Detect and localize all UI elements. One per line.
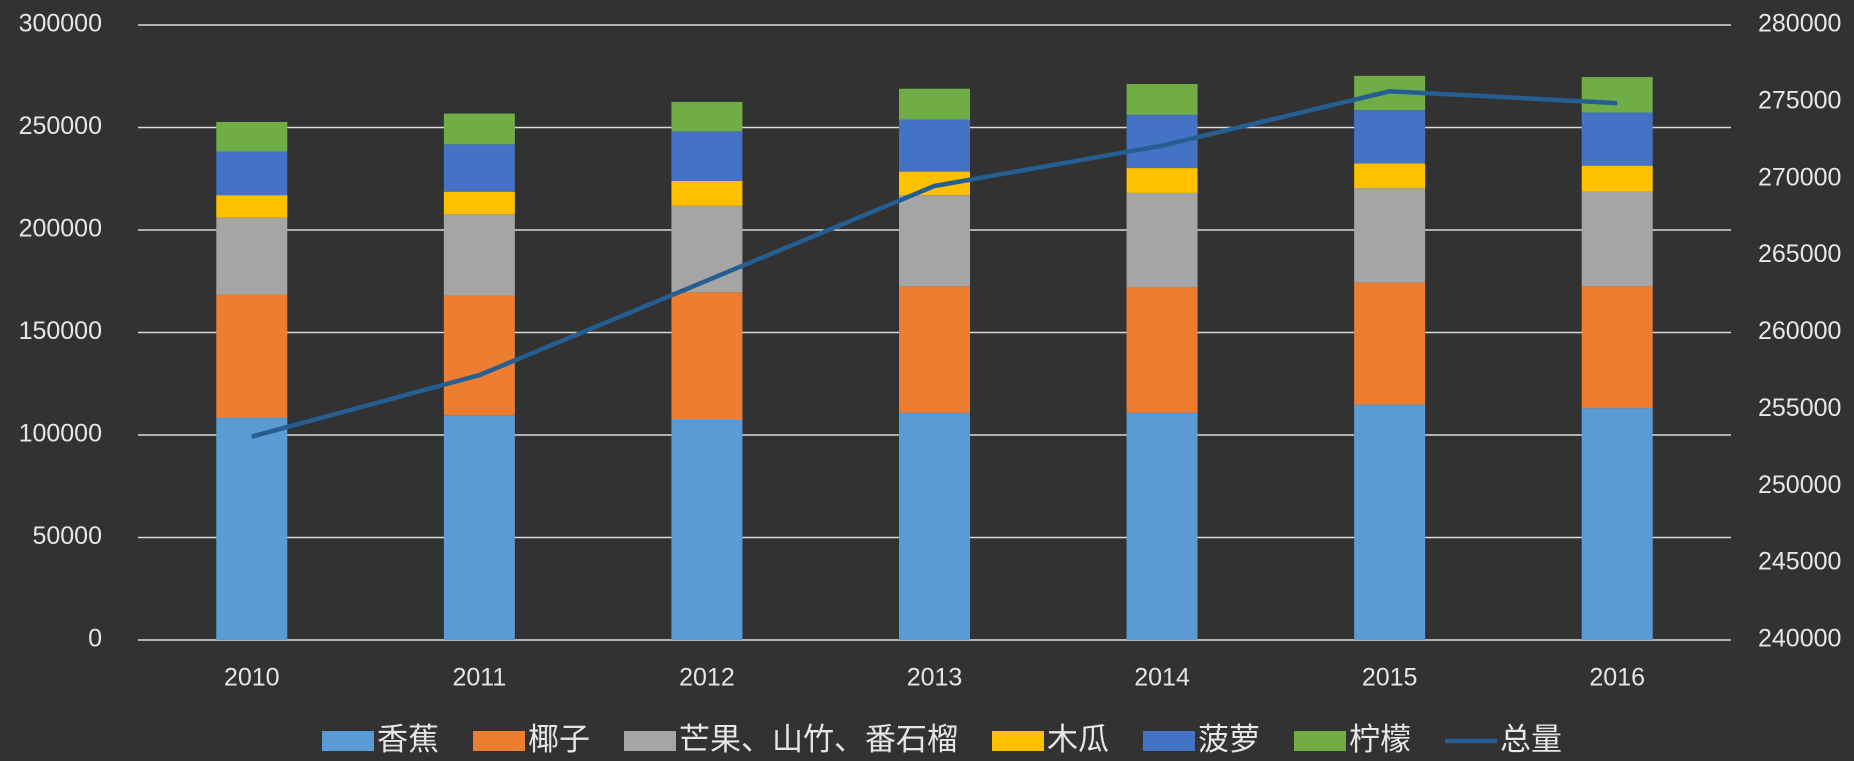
bar-segment [1581, 286, 1653, 409]
legend-swatch [624, 731, 676, 751]
bar-segment [1126, 168, 1198, 193]
bar-segment [1126, 412, 1198, 640]
x-tick-label: 2014 [1134, 664, 1190, 692]
bar-segment [443, 191, 515, 215]
y2-tick-label: 260000 [1758, 317, 1841, 345]
bar-segment [899, 88, 970, 120]
bar-segment [671, 131, 743, 182]
y2-tick-label: 245000 [1758, 548, 1841, 576]
bar-segment [1581, 112, 1653, 166]
bar-segment [1581, 77, 1653, 113]
bar-segment [1126, 287, 1198, 413]
bar-segment [671, 292, 743, 421]
legend-label: 总量 [1500, 722, 1562, 757]
y2-tick-label: 240000 [1758, 625, 1841, 653]
bar-segment [216, 151, 288, 196]
bar-segment [899, 286, 970, 413]
bar-segment [1354, 188, 1426, 283]
bar-segment [671, 420, 743, 640]
legend-swatch [1294, 731, 1346, 751]
bar-segment [1581, 165, 1653, 192]
y-tick-label: 300000 [19, 10, 102, 38]
legend-label: 菠萝 [1198, 722, 1260, 757]
bar-segment [1126, 192, 1198, 288]
bar-segment [1126, 84, 1198, 115]
y-tick-label: 100000 [19, 420, 102, 448]
bar-segment [899, 171, 970, 196]
bar-segment [1354, 282, 1426, 405]
y-tick-label: 150000 [19, 317, 102, 345]
bar-segment [899, 195, 970, 287]
y-tick-label: 50000 [32, 522, 102, 550]
y-tick-label: 0 [88, 625, 102, 653]
legend-swatch [1143, 731, 1195, 751]
y-tick-label: 200000 [19, 215, 102, 243]
bar-segment [443, 295, 515, 416]
bar-segment [671, 181, 743, 206]
bar-segment [216, 294, 288, 418]
legend: 香蕉 椰子 芒果、山竹、番石榴 木瓜 菠萝 柠檬 总量 [322, 722, 1562, 757]
bar-segment [443, 415, 515, 640]
bar-segment [443, 144, 515, 192]
legend-label: 椰子 [528, 722, 590, 757]
bar-segment [216, 121, 288, 152]
y2-tick-label: 250000 [1758, 471, 1841, 499]
bar-segment [1581, 408, 1653, 640]
y2-tick-label: 275000 [1758, 86, 1841, 114]
bar-segment [899, 412, 970, 640]
bar-segment [1354, 110, 1426, 164]
y-tick-label: 250000 [19, 112, 102, 140]
bar-segment [671, 205, 743, 293]
legend-swatch [322, 731, 374, 751]
bar-segment [671, 101, 743, 132]
x-tick-label: 2012 [679, 664, 735, 692]
legend-label: 香蕉 [377, 722, 439, 757]
x-tick-label: 2011 [452, 664, 506, 692]
bar-segment [443, 214, 515, 296]
line [251, 89, 1618, 439]
bar-segment [216, 217, 288, 295]
bar-segment [443, 113, 515, 145]
x-tick-label: 2010 [224, 664, 280, 692]
x-tick-label: 2015 [1362, 664, 1418, 692]
legend-label: 柠檬 [1349, 722, 1411, 757]
legend-swatch [473, 731, 525, 751]
x-tick-label: 2013 [907, 664, 963, 692]
y2-tick-label: 270000 [1758, 163, 1841, 191]
bar-segment [216, 417, 288, 640]
y2-tick-label: 280000 [1758, 10, 1841, 38]
y2-tick-label: 255000 [1758, 394, 1841, 422]
bar-segment [1354, 404, 1426, 640]
x-tick-label: 2016 [1589, 664, 1645, 692]
bar-segment [1354, 163, 1426, 189]
legend-swatch [992, 731, 1044, 751]
y2-tick-label: 265000 [1758, 240, 1841, 268]
legend-label: 木瓜 [1047, 722, 1109, 757]
legend-label: 芒果、山竹、番石榴 [679, 722, 958, 757]
bar-segment [899, 119, 970, 172]
bar-segment [1581, 191, 1653, 287]
bar-segment [216, 195, 288, 218]
